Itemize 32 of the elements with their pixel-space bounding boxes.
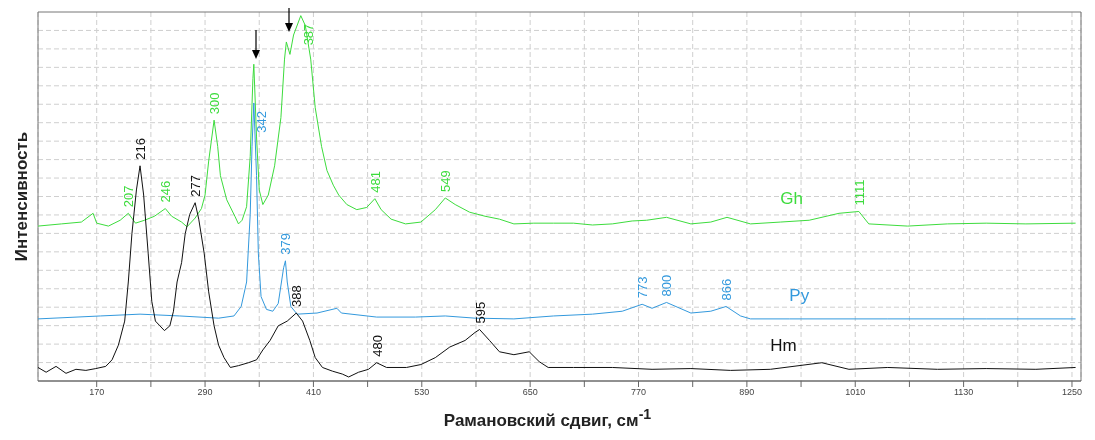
series-label: Py bbox=[789, 285, 810, 305]
annotation: 388 bbox=[289, 285, 305, 308]
annotation: 207 bbox=[121, 185, 137, 208]
series-label: Hm bbox=[770, 336, 797, 356]
x-tick-label: 890 bbox=[739, 387, 755, 398]
annotation: 866 bbox=[719, 278, 735, 301]
y-axis-title: Интенсивность bbox=[12, 131, 32, 262]
annotation: 387 bbox=[300, 23, 316, 46]
annotation: 246 bbox=[158, 180, 174, 203]
annotation: 277 bbox=[188, 175, 204, 197]
x-tick-label: 770 bbox=[631, 387, 647, 398]
x-tick-label: 410 bbox=[305, 387, 321, 398]
x-tick-label: 170 bbox=[89, 387, 105, 398]
x-tick-label: 1130 bbox=[953, 387, 974, 398]
x-tick-label: 290 bbox=[197, 387, 213, 398]
annotation: 595 bbox=[472, 301, 488, 324]
annotation: 1111 bbox=[851, 179, 867, 206]
annotation: 800 bbox=[659, 274, 675, 297]
x-tick-label: 1010 bbox=[845, 387, 866, 398]
x-tick-label: 530 bbox=[414, 387, 430, 398]
annotation: 342 bbox=[253, 110, 269, 133]
series-label: Gh bbox=[780, 189, 803, 209]
x-tick-label: 1250 bbox=[1061, 387, 1082, 398]
annotation: 216 bbox=[133, 138, 149, 160]
annotation: 549 bbox=[438, 170, 454, 192]
annotation: 300 bbox=[207, 92, 223, 115]
annotation: 480 bbox=[369, 335, 385, 357]
annotation: 773 bbox=[635, 276, 651, 299]
x-axis-title: Рамановский сдвиг, см$^{-1}$ bbox=[442, 405, 653, 432]
annotation: 379 bbox=[278, 233, 294, 255]
x-tick-label: 650 bbox=[522, 387, 538, 398]
annotation: 481 bbox=[367, 170, 383, 193]
